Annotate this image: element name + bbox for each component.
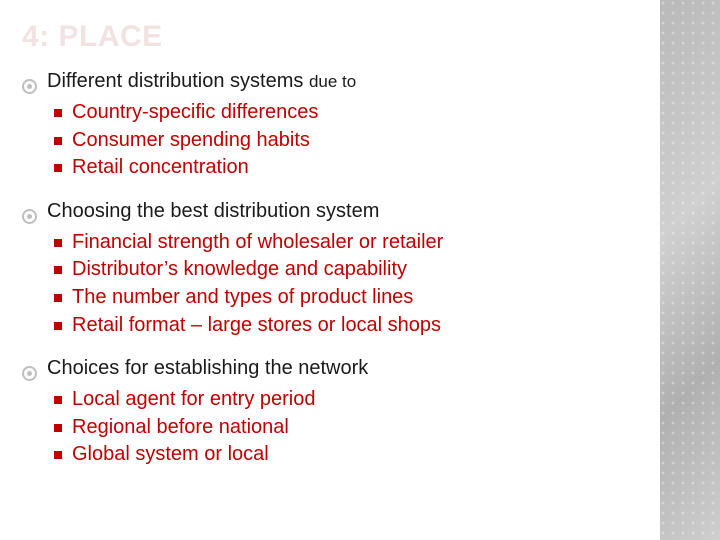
list-item-text: The number and types of product lines: [72, 284, 413, 312]
list-item-text: Retail concentration: [72, 154, 249, 182]
section-heading: Choices for establishing the network: [47, 355, 368, 382]
square-bullet-icon: [54, 322, 62, 330]
section-heading-tail: due to: [309, 72, 356, 91]
sub-list: Local agent for entry periodRegional bef…: [22, 386, 650, 469]
list-item: Local agent for entry period: [54, 386, 650, 414]
square-bullet-icon: [54, 451, 62, 459]
list-item: Consumer spending habits: [54, 127, 650, 155]
square-bullet-icon: [54, 266, 62, 274]
square-bullet-icon: [54, 396, 62, 404]
list-item: Retail concentration: [54, 154, 650, 182]
list-item: Distributor’s knowledge and capability: [54, 256, 650, 284]
list-item-text: Country-specific differences: [72, 99, 318, 127]
list-item-text: Financial strength of wholesaler or reta…: [72, 229, 443, 257]
list-item: Retail format – large stores or local sh…: [54, 312, 650, 340]
slide-title: 4: PLACE: [22, 20, 650, 54]
slide-body: 4: PLACE Different distribution systems …: [0, 0, 660, 540]
section: Choosing the best distribution system Fin…: [22, 198, 650, 339]
list-item: Country-specific differences: [54, 99, 650, 127]
list-item: Regional before national: [54, 414, 650, 442]
square-bullet-icon: [54, 424, 62, 432]
list-item-text: Consumer spending habits: [72, 127, 310, 155]
decorative-sidebar: [660, 0, 720, 540]
list-item-text: Distributor’s knowledge and capability: [72, 256, 407, 284]
section-heading: Different distribution systems due to: [47, 68, 356, 95]
section: Different distribution systems due to Cou…: [22, 68, 650, 182]
section: Choices for establishing the network Loca…: [22, 355, 650, 469]
sub-list: Country-specific differencesConsumer spe…: [22, 99, 650, 182]
square-bullet-icon: [54, 137, 62, 145]
square-bullet-icon: [54, 294, 62, 302]
list-item-text: Global system or local: [72, 441, 269, 469]
list-item-text: Regional before national: [72, 414, 289, 442]
list-item: Financial strength of wholesaler or reta…: [54, 229, 650, 257]
circle-bullet-icon: [22, 79, 37, 94]
square-bullet-icon: [54, 239, 62, 247]
square-bullet-icon: [54, 164, 62, 172]
list-item-text: Local agent for entry period: [72, 386, 316, 414]
circle-bullet-icon: [22, 366, 37, 381]
list-item: The number and types of product lines: [54, 284, 650, 312]
section-heading: Choosing the best distribution system: [47, 198, 379, 225]
square-bullet-icon: [54, 109, 62, 117]
list-item-text: Retail format – large stores or local sh…: [72, 312, 441, 340]
sub-list: Financial strength of wholesaler or reta…: [22, 229, 650, 339]
circle-bullet-icon: [22, 209, 37, 224]
content-list: Different distribution systems due to Cou…: [22, 68, 650, 469]
list-item: Global system or local: [54, 441, 650, 469]
